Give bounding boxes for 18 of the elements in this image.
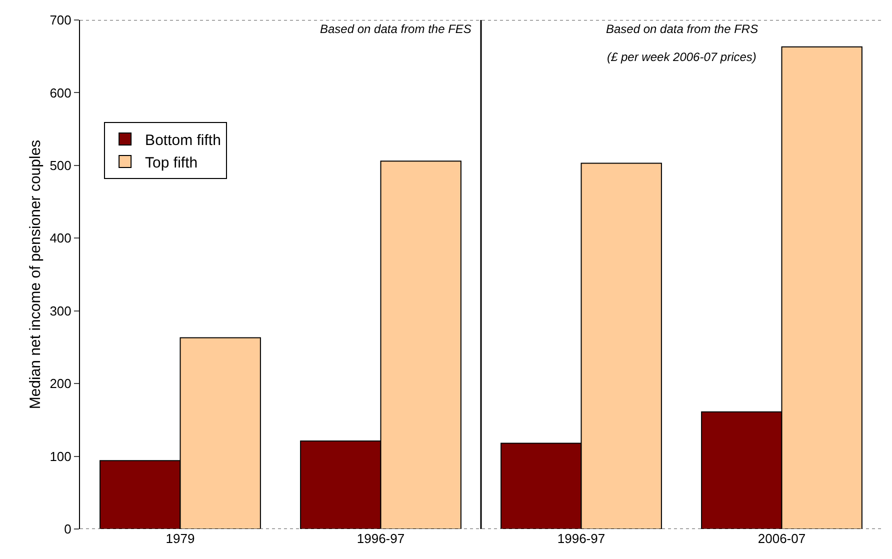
y-tick-label: 500 [50, 158, 72, 173]
annotation: Based on data from the FRS [606, 22, 758, 36]
y-tick-label: 100 [50, 448, 72, 464]
annotation: Based on data from the FES [320, 22, 472, 36]
annotation: (£ per week 2006-07 prices) [607, 50, 756, 64]
x-tick-label: 2006-07 [758, 531, 806, 546]
x-tick-label: 1996-97 [557, 531, 606, 546]
y-tick-label: 300 [50, 303, 72, 318]
y-tick-label: 400 [50, 230, 72, 246]
y-tick-label: 600 [50, 85, 72, 100]
legend-label: Top fifth [145, 154, 198, 172]
y-axis-title: Median net income of pensioner couples [27, 140, 44, 410]
y-tick-label: 0 [64, 522, 72, 537]
y-tick-label: 700 [50, 12, 72, 28]
y-tick-label: 200 [50, 376, 72, 392]
x-tick-label: 1979 [166, 531, 195, 546]
x-tick-label: 1996-97 [356, 531, 405, 546]
legend-label: Bottom fifth [145, 132, 221, 149]
